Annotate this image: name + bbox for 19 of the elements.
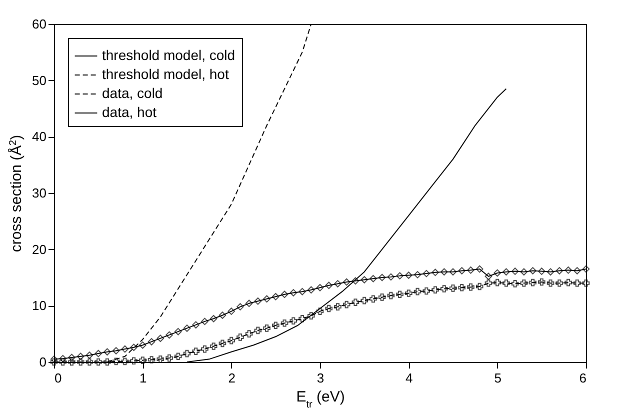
x-tick-label: 6 <box>579 370 586 386</box>
legend-label: threshold model, cold <box>102 47 236 63</box>
x-axis-title: E$_{tr}$ (eV) <box>296 388 345 408</box>
y-tick-label: 60 <box>32 16 46 32</box>
y-tick-label: 10 <box>32 298 46 314</box>
legend-label: data, hot <box>102 104 157 120</box>
y-tick-label: 0 <box>39 354 46 370</box>
x-tick-label: 1 <box>140 370 147 386</box>
legend-label: data, cold <box>102 85 163 101</box>
legend-label: threshold model, hot <box>102 66 229 82</box>
y-tick-label: 40 <box>32 129 46 144</box>
x-tick-label: 5 <box>494 370 502 386</box>
y-tick-label: 50 <box>32 72 46 88</box>
x-tick-label: 4 <box>406 370 413 386</box>
y-tick-label: 30 <box>32 186 46 200</box>
x-tick-label: 3 <box>316 370 324 386</box>
x-tick-label: 2 <box>228 370 236 386</box>
x-tick-label: 0 <box>54 370 62 386</box>
y-tick-label: 20 <box>32 242 46 257</box>
